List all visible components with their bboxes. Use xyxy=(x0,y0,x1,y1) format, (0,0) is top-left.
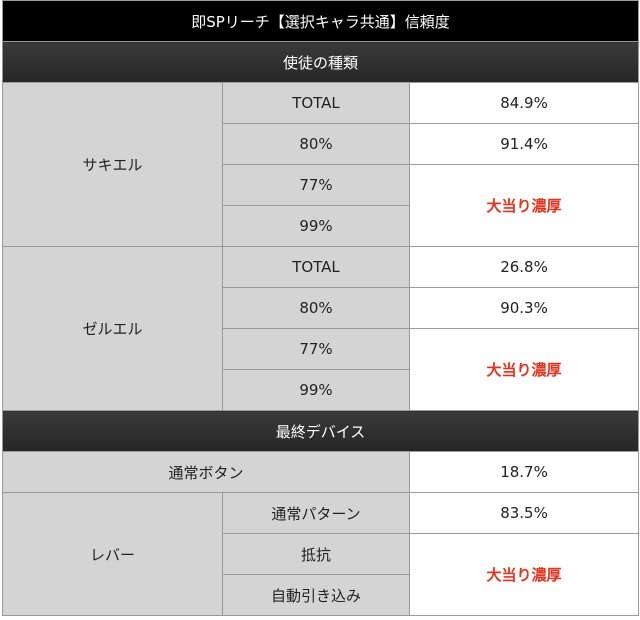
table-title: 即SPリーチ【選択キャラ共通】信頼度 xyxy=(1,0,640,42)
row-value: 26.8% xyxy=(408,246,640,288)
table-row: 77% 大当り濃厚 xyxy=(3,164,640,247)
row-label: 通常パターン xyxy=(222,492,410,534)
title-row: 即SPリーチ【選択キャラ共通】信頼度 xyxy=(1,0,640,42)
group-label-zeruel: ゼルエル xyxy=(2,246,223,411)
table-row: 自動引き込み xyxy=(3,574,639,616)
section-header-apostle: 使徒の種類 xyxy=(1,41,640,83)
row-label: 抵抗 xyxy=(222,533,410,575)
row-label: 自動引き込み xyxy=(222,574,410,616)
table-row: 77% 大当り濃厚 xyxy=(3,328,640,411)
table-row: ゼルエル TOTAL 26.8% xyxy=(2,246,640,411)
row-label: TOTAL xyxy=(222,82,410,124)
row-value: 83.5% xyxy=(408,492,640,534)
table-row: 80% 91.4% xyxy=(3,123,640,165)
jackpot-certain-value: 大当り濃厚 xyxy=(408,328,640,411)
table-row: 99% xyxy=(3,205,639,247)
section-row-device: 最終デバイス xyxy=(1,410,640,452)
table-row: 抵抗 大当り濃厚 xyxy=(3,533,640,616)
row-label: 77% xyxy=(222,164,410,206)
jackpot-certain-value: 大当り濃厚 xyxy=(408,533,640,616)
table-row: 80% 90.3% xyxy=(3,287,640,329)
row-label: 99% xyxy=(222,205,410,247)
row-label: 99% xyxy=(222,369,410,411)
row-label: TOTAL xyxy=(222,246,410,288)
section-header-device: 最終デバイス xyxy=(1,410,640,452)
table-row: サキエル TOTAL 84.9% xyxy=(2,82,640,247)
table-row: 通常ボタン 18.7% xyxy=(2,451,640,493)
table-row: 99% xyxy=(3,369,639,411)
group-label-sakiel: サキエル xyxy=(2,82,223,247)
row-value: 18.7% xyxy=(408,451,640,493)
row-value: 91.4% xyxy=(408,123,640,165)
section-row-apostle: 使徒の種類 xyxy=(1,41,640,83)
row-value: 84.9% xyxy=(408,82,640,124)
row-value: 90.3% xyxy=(408,287,640,329)
row-label: 80% xyxy=(222,123,410,165)
group-label-normal-button: 通常ボタン xyxy=(2,451,410,493)
row-label: 80% xyxy=(222,287,410,329)
jackpot-certain-value: 大当り濃厚 xyxy=(408,164,640,247)
group-label-lever: レバー xyxy=(2,492,223,616)
row-label: 77% xyxy=(222,328,410,370)
table-row: レバー 通常パターン 83.5% xyxy=(2,492,640,616)
